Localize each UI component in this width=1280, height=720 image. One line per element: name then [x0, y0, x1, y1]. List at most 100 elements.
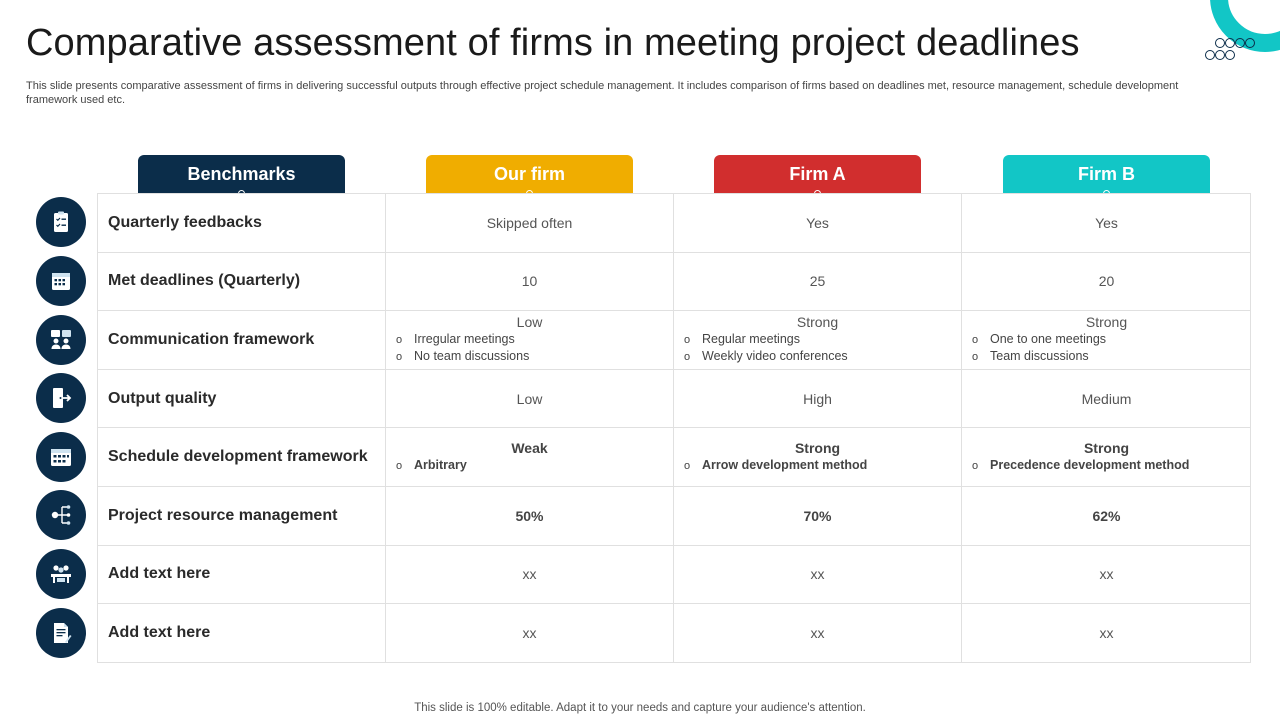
header-benchmarks: Benchmarks	[138, 155, 345, 197]
firm-a-cell: 25	[674, 252, 962, 311]
cell-value: Strong	[794, 440, 841, 457]
bullet-item: Weekly video conferences	[684, 348, 961, 365]
cell-value: xx	[522, 566, 537, 583]
firm-b-cell: xx	[962, 604, 1251, 663]
table-row: Met deadlines (Quarterly) 10 25 20	[98, 252, 1251, 312]
header-our-firm: Our firm	[426, 155, 633, 197]
benchmark-cell: Schedule development framework	[98, 428, 386, 486]
benchmark-cell: Output quality	[98, 369, 386, 428]
resource-network-icon	[36, 490, 86, 541]
bullet-item: One to one meetings	[972, 331, 1251, 348]
benchmark-cell: Communication framework	[98, 311, 386, 369]
table-row: Output quality Low High Medium	[98, 369, 1251, 429]
bullet-item: Precedence development method	[972, 457, 1251, 474]
cell-value: Yes	[1095, 214, 1118, 231]
slide-title: Comparative assessment of firms in meeti…	[26, 22, 1080, 64]
cell-value: Skipped often	[486, 214, 573, 231]
benchmark-cell: Add text here	[98, 545, 386, 604]
bullet-item: Arbitrary	[396, 457, 673, 474]
cell-value: 20	[1098, 273, 1115, 290]
our-firm-cell: xx	[386, 545, 674, 604]
firm-a-cell: StrongArrow development method	[674, 428, 962, 486]
benchmark-label: Schedule development framework	[108, 448, 368, 466]
firm-a-cell: Yes	[674, 194, 962, 252]
bullet-item: Team discussions	[972, 348, 1251, 365]
firm-b-cell: Yes	[962, 194, 1251, 252]
benchmark-cell: Met deadlines (Quarterly)	[98, 252, 386, 311]
benchmark-label: Met deadlines (Quarterly)	[108, 272, 301, 290]
table-row: Quarterly feedbacks Skipped often Yes Yes	[98, 194, 1250, 253]
cell-value: Medium	[1081, 390, 1132, 407]
cell-value: Low	[516, 390, 543, 407]
slide-subtitle: This slide presents comparative assessme…	[26, 80, 1179, 106]
benchmark-cell: Add text here	[98, 604, 386, 663]
firm-b-cell: 20	[962, 253, 1251, 311]
footer-note: This slide is 100% editable. Adapt it to…	[414, 702, 866, 714]
cell-value: Strong	[1083, 440, 1130, 457]
group-desk-icon	[36, 548, 86, 599]
firm-b-cell: Medium	[962, 370, 1251, 428]
bullet-item: No team discussions	[396, 348, 673, 365]
calendar-icon	[36, 255, 86, 306]
schedule-calendar-icon	[36, 431, 86, 482]
our-firm-cell: 50%	[386, 487, 674, 545]
bullet-item: Irregular meetings	[396, 331, 673, 348]
header-firm-b: Firm B	[1003, 155, 1210, 197]
cell-value: Yes	[806, 214, 829, 231]
table-row: Project resource management 50% 70% 62%	[98, 487, 1250, 546]
our-firm-cell: 10	[386, 252, 674, 311]
benchmark-label: Project resource management	[108, 506, 338, 524]
header-label: Firm B	[1077, 164, 1135, 184]
our-firm-cell: WeakArbitrary	[386, 428, 674, 486]
benchmark-label: Communication framework	[108, 330, 315, 348]
cell-value: xx	[810, 625, 825, 642]
benchmark-label: Quarterly feedbacks	[108, 213, 262, 231]
our-firm-cell: Low	[386, 369, 674, 428]
cell-value: High	[803, 390, 832, 407]
cell-value: xx	[810, 566, 825, 583]
firm-a-cell: StrongRegular meetingsWeekly video confe…	[674, 311, 962, 369]
our-firm-cell: xx	[386, 604, 674, 663]
our-firm-cell: Skipped often	[386, 194, 674, 252]
table-row: Add text here xx xx xx	[98, 604, 1250, 663]
header-label: Firm A	[789, 164, 846, 184]
bullet-item: Regular meetings	[684, 331, 961, 348]
firm-a-cell: xx	[674, 604, 962, 663]
cell-value: Strong	[796, 314, 839, 331]
cell-value: Weak	[511, 440, 548, 457]
cell-value: Strong	[1085, 314, 1128, 331]
firm-a-cell: 70%	[674, 487, 962, 545]
benchmark-cell: Quarterly feedbacks	[98, 194, 386, 252]
decorative-dots	[1205, 38, 1255, 64]
team-meeting-icon	[36, 314, 86, 365]
exit-door-icon	[36, 373, 86, 424]
bullet-item: Arrow development method	[684, 457, 961, 474]
our-firm-cell: LowIrregular meetingsNo team discussions	[386, 311, 674, 369]
cell-value: 10	[521, 273, 538, 290]
firm-b-cell: StrongOne to one meetingsTeam discussion…	[962, 311, 1251, 369]
firm-a-cell: High	[674, 369, 962, 428]
table-row: Schedule development framework WeakArbitr…	[98, 428, 1250, 487]
header-label: Our firm	[493, 164, 565, 184]
cell-value: 50%	[515, 507, 544, 524]
cell-value: Low	[516, 314, 543, 331]
benchmark-cell: Project resource management	[98, 487, 386, 545]
comparison-table: Quarterly feedbacks Skipped often Yes Yes Me…	[97, 193, 1251, 663]
firm-b-cell: StrongPrecedence development method	[962, 428, 1251, 486]
cell-value: xx	[1099, 566, 1114, 583]
cell-value: 25	[809, 273, 826, 290]
firm-b-cell: xx	[962, 546, 1251, 604]
header-label: Benchmarks	[187, 164, 296, 184]
document-edit-icon	[36, 607, 86, 658]
benchmark-label: Output quality	[108, 389, 217, 407]
table-row: Communication framework LowIrregular meet…	[98, 311, 1250, 370]
benchmark-label: Add text here	[108, 565, 211, 583]
clipboard-checklist-icon	[36, 197, 86, 248]
firm-b-cell: 62%	[962, 487, 1251, 545]
firm-a-cell: xx	[674, 545, 962, 604]
cell-value: 70%	[803, 507, 832, 524]
cell-value: xx	[1099, 625, 1114, 642]
benchmark-label: Add text here	[108, 624, 211, 642]
cell-value: 62%	[1092, 507, 1121, 524]
header-firm-a: Firm A	[714, 155, 921, 197]
